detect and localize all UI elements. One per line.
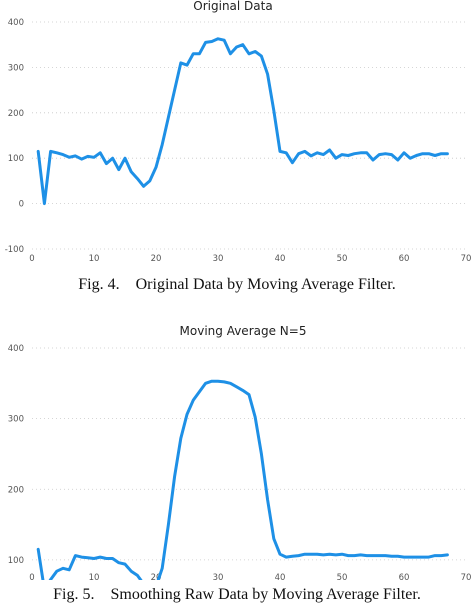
chart-title: Moving Average N=5 xyxy=(180,324,307,338)
y-tick-label: 300 xyxy=(8,63,24,73)
y-tick-label: 300 xyxy=(8,415,24,425)
x-tick-label: 40 xyxy=(275,573,286,580)
x-tick-label: 50 xyxy=(337,254,348,264)
x-tick-label: 0 xyxy=(29,573,34,580)
x-tick-label: 20 xyxy=(151,254,162,264)
y-tick-label: 400 xyxy=(8,18,24,28)
x-tick-label: 60 xyxy=(399,254,410,264)
x-tick-label: 40 xyxy=(275,254,286,264)
x-tick-label: 70 xyxy=(461,254,472,264)
x-tick-label: 10 xyxy=(89,254,100,264)
original-data-chart: Original Data -100 0 100 200 300 400 0 10 20 30 40 5… xyxy=(5,0,472,264)
x-tick-label: 70 xyxy=(461,573,472,580)
series-line xyxy=(36,37,449,206)
y-tick-label: 400 xyxy=(8,344,24,354)
x-tick-label: 50 xyxy=(337,573,348,580)
figure-5: Moving Average N=5 100 200 300 400 0 10 20 30 40 5… xyxy=(0,318,474,580)
moving-average-chart: Moving Average N=5 100 200 300 400 0 10 20 30 40 5… xyxy=(8,324,472,580)
x-tick-label: 10 xyxy=(89,573,100,580)
y-tick-label: 200 xyxy=(8,485,24,495)
figure-4-caption: Fig. 4. Original Data by Moving Average … xyxy=(78,276,396,293)
figure-5-caption: Fig. 5. Smoothing Raw Data by Moving Ave… xyxy=(53,586,421,603)
y-tick-label: 100 xyxy=(8,556,24,566)
y-tick-label: -100 xyxy=(5,245,24,255)
x-tick-label: 30 xyxy=(213,573,224,580)
figure-4: Original Data -100 0 100 200 300 400 0 10 20 30 40 5… xyxy=(0,0,474,270)
y-tick-label: 100 xyxy=(8,154,24,164)
y-tick-label: 0 xyxy=(19,200,24,210)
x-tick-label: 30 xyxy=(213,254,224,264)
series-line xyxy=(36,379,449,580)
chart-title: Original Data xyxy=(193,0,272,13)
x-tick-label: 0 xyxy=(29,254,34,264)
x-tick-label: 60 xyxy=(399,573,410,580)
y-tick-label: 200 xyxy=(8,109,24,119)
x-tick-label: 20 xyxy=(151,573,162,580)
